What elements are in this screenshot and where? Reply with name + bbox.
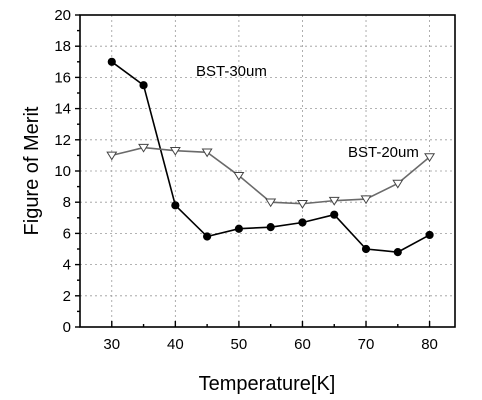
y-axis-title: Figure of Merit (21, 106, 43, 235)
data-point (296, 200, 308, 209)
data-point (234, 224, 243, 233)
y-tick-label: 16 (54, 69, 71, 86)
data-point (360, 195, 372, 205)
data-point (171, 201, 180, 210)
y-tick-label: 6 (63, 225, 71, 242)
x-axis-title: Temperature[K] (199, 373, 336, 395)
y-tick-label: 12 (54, 132, 71, 149)
data-point (424, 153, 436, 163)
data-point (330, 210, 339, 219)
series-label-bst-30um: BST-30um (196, 63, 267, 80)
series-label-bst-20um: BST-20um (348, 144, 419, 161)
data-point (393, 248, 402, 257)
x-tick-label: 60 (294, 336, 311, 353)
x-tick-label: 40 (167, 336, 184, 353)
data-point (106, 151, 118, 161)
data-point (266, 223, 275, 232)
axis-ticks: 30 40 50 60 70 80 0 2 4 6 8 10 12 14 16 18 20 (54, 7, 438, 353)
y-tick-label: 0 (63, 319, 71, 336)
data-point (392, 179, 404, 189)
y-tick-label: 20 (54, 7, 71, 24)
y-tick-label: 18 (54, 38, 71, 55)
series-layer (106, 57, 436, 257)
data-point (233, 171, 245, 181)
series-bst-20um (106, 143, 436, 209)
data-point (298, 218, 307, 227)
y-tick-label: 8 (63, 194, 71, 211)
y-tick-label: 2 (63, 288, 71, 305)
data-point (201, 148, 213, 158)
series-bst-30um (107, 57, 434, 257)
data-point (107, 57, 116, 66)
data-point (138, 143, 150, 153)
data-point (139, 81, 148, 90)
grid (80, 15, 455, 327)
y-tick-label: 14 (54, 101, 71, 118)
x-tick-label: 80 (421, 336, 438, 353)
x-tick-label: 50 (231, 336, 248, 353)
y-tick-label: 4 (63, 257, 71, 274)
data-point (425, 230, 434, 240)
y-tick-label: 10 (54, 163, 71, 180)
data-point (328, 196, 340, 206)
data-point (169, 147, 181, 156)
x-tick-label: 30 (103, 336, 120, 353)
x-tick-label: 70 (358, 336, 375, 353)
data-point (203, 232, 212, 241)
data-point (361, 244, 371, 254)
data-point (265, 198, 277, 208)
